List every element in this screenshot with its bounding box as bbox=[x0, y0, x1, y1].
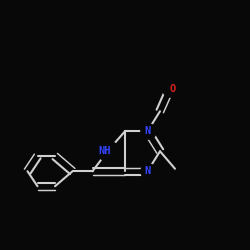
Text: N: N bbox=[144, 166, 150, 176]
Text: N: N bbox=[144, 126, 150, 136]
Text: O: O bbox=[170, 84, 176, 94]
Text: NH: NH bbox=[99, 146, 111, 156]
